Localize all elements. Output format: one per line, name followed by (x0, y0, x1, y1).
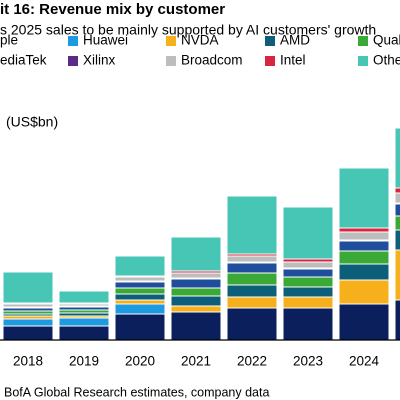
bar-segment (338, 167, 390, 229)
bar-segment (338, 240, 390, 252)
bar-segment (114, 287, 166, 295)
bar-segment (170, 278, 222, 289)
bar-segment (114, 255, 166, 277)
bar-segment (282, 261, 334, 269)
x-tick-label: 2021 (181, 354, 211, 369)
bar-segment (226, 262, 278, 274)
bar-segment (282, 206, 334, 260)
legend-label: Huawei (83, 33, 128, 48)
bar-segment (170, 287, 222, 297)
bar-segment (282, 286, 334, 298)
x-tick-label: 2019 (69, 354, 99, 369)
bar-segment (394, 127, 400, 189)
bar-segment (282, 307, 334, 341)
legend-swatch (68, 36, 78, 46)
bar-segment (282, 276, 334, 288)
bar-segment (170, 305, 222, 313)
legend-swatch (358, 36, 368, 46)
chart-subtitle: s 2025 sales to be mainly supported by A… (0, 22, 376, 38)
bar-segment (226, 195, 278, 255)
bar-segment (2, 318, 54, 327)
bar-segment (394, 299, 400, 341)
bar-segment (114, 293, 166, 301)
bar-segment (58, 317, 110, 327)
bar-segment (282, 296, 334, 309)
bar-segment (338, 227, 390, 233)
y-axis-label: (US$bn) (6, 114, 58, 130)
legend-swatch (358, 56, 368, 66)
x-tick-label: 2024 (349, 354, 380, 369)
legend-swatch (265, 36, 275, 46)
legend-label: Othe (373, 53, 400, 68)
bar-segment (338, 263, 390, 281)
source-note: BofA Global Research estimates, company … (4, 385, 269, 399)
bar-segment (394, 187, 400, 194)
bar-segment (114, 276, 166, 282)
bar-segment (282, 268, 334, 278)
bar-segment (338, 250, 390, 265)
legend-label: ediaTek (0, 53, 47, 68)
bar-segment (170, 272, 222, 279)
bar-segment (394, 229, 400, 251)
bar-segment (114, 303, 166, 315)
bar-segment (58, 325, 110, 341)
x-tick-label: 2020 (125, 354, 155, 369)
bar-segment (394, 215, 400, 231)
legend-swatch (166, 36, 176, 46)
legend-label: Qualc (373, 33, 400, 48)
legend-label: Xilinx (83, 53, 116, 68)
x-tick-label: 2018 (13, 354, 43, 369)
bar-segment (394, 203, 400, 217)
bar-segment (338, 279, 390, 305)
bar-segment (226, 307, 278, 341)
bar-segment (2, 325, 54, 341)
bar-segment (338, 303, 390, 341)
x-tick-label: 2023 (293, 354, 323, 369)
bar-segment (114, 313, 166, 341)
bar-segment (226, 272, 278, 286)
bar-segment (114, 299, 166, 305)
bar-segment (394, 192, 400, 204)
bar-segment (170, 295, 222, 307)
bar-segment (394, 249, 400, 301)
bar-segment (226, 255, 278, 263)
bar-segment (114, 281, 166, 289)
legend-label: AMD (280, 33, 310, 48)
bar-segment (226, 284, 278, 298)
legend-swatch (265, 56, 275, 66)
bar-segment (226, 296, 278, 309)
legend-swatch (166, 56, 176, 66)
legend-swatch (68, 56, 78, 66)
bar-segment (58, 290, 110, 304)
bar-segment (2, 271, 54, 304)
legend-label: Broadcom (181, 53, 243, 68)
x-tick-label: 2022 (237, 354, 267, 369)
bar-segment (170, 236, 222, 272)
bar-segment (338, 231, 390, 241)
legend-label: Intel (280, 53, 306, 68)
legend-label: NVDA (181, 33, 219, 48)
legend-label: ple (0, 33, 18, 48)
chart-title: it 16: Revenue mix by customer (0, 1, 225, 18)
bar-segment (170, 311, 222, 341)
